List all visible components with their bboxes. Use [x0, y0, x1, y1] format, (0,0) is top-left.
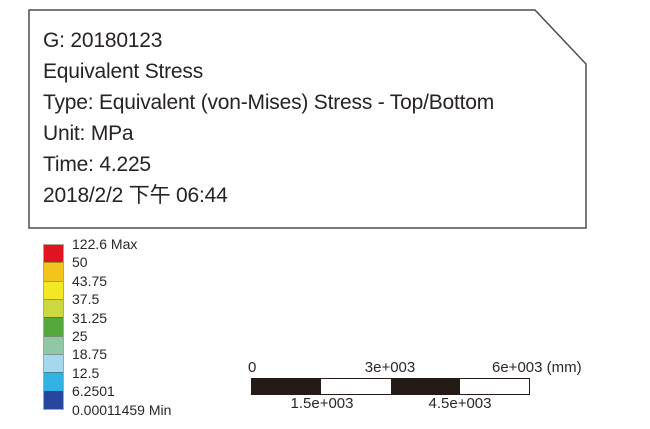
- ruler-tick-label-6e3-mm: 6e+003 (mm): [492, 359, 582, 376]
- legend-band: [44, 317, 63, 336]
- legend-label: 25: [72, 328, 88, 344]
- annotation-line-type: Type: Equivalent (von-Mises) Stress - To…: [43, 91, 495, 114]
- annotation-line-datetime: 2018/2/2 下午 06:44: [43, 184, 228, 207]
- legend-label: 6.2501: [72, 383, 115, 399]
- ruler-tick-label-0: 0: [248, 359, 257, 376]
- legend-label-min: 0.00011459 Min: [72, 402, 172, 418]
- legend-band: [44, 353, 63, 373]
- annotation-line-id: G: 20180123: [43, 29, 163, 52]
- legend-label: 12.5: [72, 365, 100, 381]
- annotation-line-time: Time: 4.225: [43, 153, 151, 176]
- legend-label: 50: [72, 254, 88, 270]
- ruler-segment: [390, 379, 460, 394]
- legend-label: 43.75: [72, 273, 108, 289]
- legend-label: 37.5: [72, 291, 100, 307]
- legend-band: [44, 298, 63, 318]
- ruler-segment: [459, 379, 529, 394]
- ruler-segment: [252, 379, 322, 394]
- legend-band: [44, 390, 63, 409]
- ruler-tick-label-1-5e3: 1.5e+003: [290, 395, 354, 412]
- ruler-tick-label-3e3: 3e+003: [364, 359, 416, 376]
- legend-label-max: 122.6 Max: [72, 236, 138, 252]
- legend-band: [44, 372, 63, 391]
- ruler-tick-label-4-5e3: 4.5e+003: [428, 395, 492, 412]
- annotation-line-result-name: Equivalent Stress: [43, 60, 204, 83]
- ruler-segment: [321, 379, 391, 394]
- annotation-line-unit: Unit: MPa: [43, 122, 134, 145]
- legend-color-bar: [43, 244, 64, 410]
- legend-band: [44, 280, 63, 299]
- legend-band: [44, 335, 63, 354]
- legend-band: [44, 245, 63, 263]
- legend-label: 18.75: [72, 346, 108, 362]
- annotation-box: G: 20180123 Equivalent Stress Type: Equi…: [43, 25, 494, 211]
- scale-ruler: [251, 378, 530, 395]
- annotation-box-border: [28, 9, 587, 229]
- legend-label: 31.25: [72, 310, 108, 326]
- legend-band: [44, 262, 63, 281]
